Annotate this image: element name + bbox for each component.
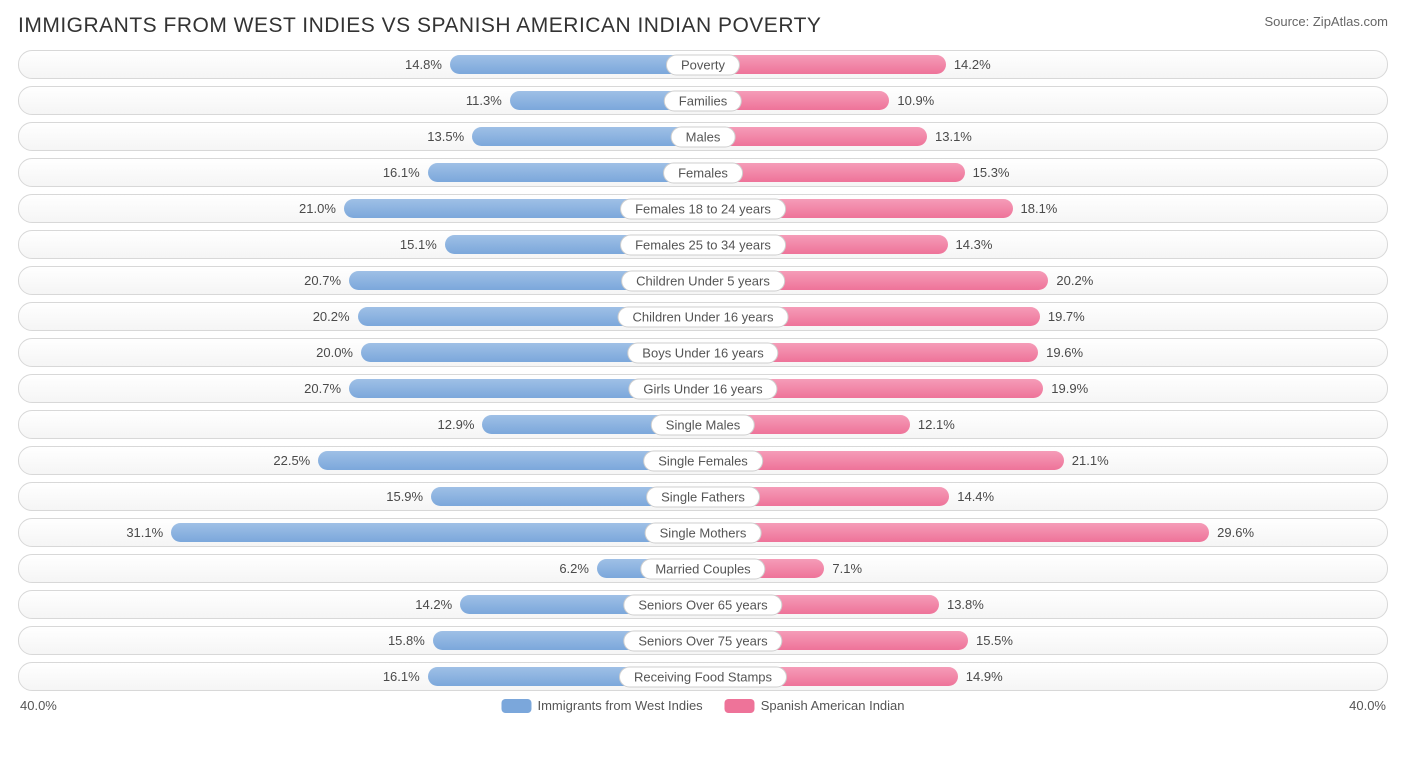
chart-row: 6.2% 7.1% Married Couples [18, 554, 1388, 583]
bar-left [428, 163, 703, 182]
value-right: 21.1% [1064, 447, 1109, 474]
chart-row: 15.8% 15.5% Seniors Over 75 years [18, 626, 1388, 655]
value-right: 13.1% [927, 123, 972, 150]
bar-left [472, 127, 703, 146]
value-right: 14.9% [958, 663, 1003, 690]
value-left: 20.0% [316, 339, 361, 366]
category-label: Families [664, 90, 742, 111]
chart-row: 15.1% 14.3% Females 25 to 34 years [18, 230, 1388, 259]
value-right: 19.6% [1038, 339, 1083, 366]
value-left: 15.8% [388, 627, 433, 654]
category-label: Females [663, 162, 743, 183]
bar-left [171, 523, 703, 542]
category-label: Married Couples [640, 558, 765, 579]
value-left: 6.2% [559, 555, 597, 582]
category-label: Children Under 16 years [618, 306, 789, 327]
value-left: 14.2% [415, 591, 460, 618]
chart-row: 16.1% 14.9% Receiving Food Stamps [18, 662, 1388, 691]
value-right: 18.1% [1013, 195, 1058, 222]
category-label: Children Under 5 years [621, 270, 785, 291]
legend: Immigrants from West Indies Spanish Amer… [501, 698, 904, 713]
category-label: Males [671, 126, 736, 147]
value-right: 14.2% [946, 51, 991, 78]
value-left: 11.3% [466, 87, 510, 114]
value-right: 7.1% [824, 555, 862, 582]
chart-row: 20.2% 19.7% Children Under 16 years [18, 302, 1388, 331]
value-left: 15.1% [400, 231, 445, 258]
legend-item-right: Spanish American Indian [725, 698, 905, 713]
value-right: 19.7% [1040, 303, 1085, 330]
value-right: 20.2% [1048, 267, 1093, 294]
legend-swatch-right-icon [725, 699, 755, 713]
chart-row: 20.0% 19.6% Boys Under 16 years [18, 338, 1388, 367]
chart-row: 31.1% 29.6% Single Mothers [18, 518, 1388, 547]
category-label: Single Males [651, 414, 755, 435]
category-label: Girls Under 16 years [628, 378, 777, 399]
category-label: Females 18 to 24 years [620, 198, 786, 219]
chart-row: 14.8% 14.2% Poverty [18, 50, 1388, 79]
value-left: 15.9% [386, 483, 431, 510]
category-label: Single Fathers [646, 486, 760, 507]
category-label: Poverty [666, 54, 740, 75]
category-label: Single Females [643, 450, 763, 471]
value-right: 10.9% [889, 87, 934, 114]
category-label: Single Mothers [645, 522, 762, 543]
chart-row: 21.0% 18.1% Females 18 to 24 years [18, 194, 1388, 223]
value-right: 19.9% [1043, 375, 1088, 402]
chart-row: 22.5% 21.1% Single Females [18, 446, 1388, 475]
value-left: 16.1% [383, 663, 428, 690]
value-left: 22.5% [273, 447, 318, 474]
header: IMMIGRANTS FROM WEST INDIES VS SPANISH A… [18, 14, 1388, 38]
value-right: 13.8% [939, 591, 984, 618]
value-left: 31.1% [126, 519, 171, 546]
bar-right [703, 127, 927, 146]
chart-row: 20.7% 20.2% Children Under 5 years [18, 266, 1388, 295]
chart-row: 13.5% 13.1% Males [18, 122, 1388, 151]
value-right: 29.6% [1209, 519, 1254, 546]
value-left: 20.2% [313, 303, 358, 330]
value-right: 12.1% [910, 411, 955, 438]
legend-label-right: Spanish American Indian [761, 698, 905, 713]
bar-right [703, 523, 1209, 542]
value-right: 15.5% [968, 627, 1013, 654]
value-left: 13.5% [427, 123, 472, 150]
value-left: 14.8% [405, 51, 450, 78]
chart-row: 16.1% 15.3% Females [18, 158, 1388, 187]
category-label: Seniors Over 65 years [623, 594, 782, 615]
value-left: 16.1% [383, 159, 428, 186]
chart-title: IMMIGRANTS FROM WEST INDIES VS SPANISH A… [18, 14, 821, 38]
chart-row: 12.9% 12.1% Single Males [18, 410, 1388, 439]
legend-label-left: Immigrants from West Indies [537, 698, 702, 713]
category-label: Boys Under 16 years [627, 342, 778, 363]
chart-row: 11.3% 10.9% Families [18, 86, 1388, 115]
value-right: 14.4% [949, 483, 994, 510]
category-label: Females 25 to 34 years [620, 234, 786, 255]
value-left: 20.7% [304, 375, 349, 402]
source-label: Source: ZipAtlas.com [1264, 14, 1388, 29]
axis-max-left: 40.0% [20, 698, 57, 713]
diverging-bar-chart: 14.8% 14.2% Poverty 11.3% 10.9% Families 13.5%… [18, 50, 1388, 691]
value-right: 15.3% [965, 159, 1010, 186]
chart-row: 15.9% 14.4% Single Fathers [18, 482, 1388, 511]
category-label: Receiving Food Stamps [619, 666, 787, 687]
value-left: 12.9% [438, 411, 483, 438]
category-label: Seniors Over 75 years [623, 630, 782, 651]
chart-row: 20.7% 19.9% Girls Under 16 years [18, 374, 1388, 403]
legend-item-left: Immigrants from West Indies [501, 698, 702, 713]
value-left: 21.0% [299, 195, 344, 222]
axis-row: 40.0% Immigrants from West Indies Spanis… [18, 698, 1388, 720]
chart-row: 14.2% 13.8% Seniors Over 65 years [18, 590, 1388, 619]
value-right: 14.3% [948, 231, 993, 258]
legend-swatch-left-icon [501, 699, 531, 713]
axis-max-right: 40.0% [1349, 698, 1386, 713]
value-left: 20.7% [304, 267, 349, 294]
